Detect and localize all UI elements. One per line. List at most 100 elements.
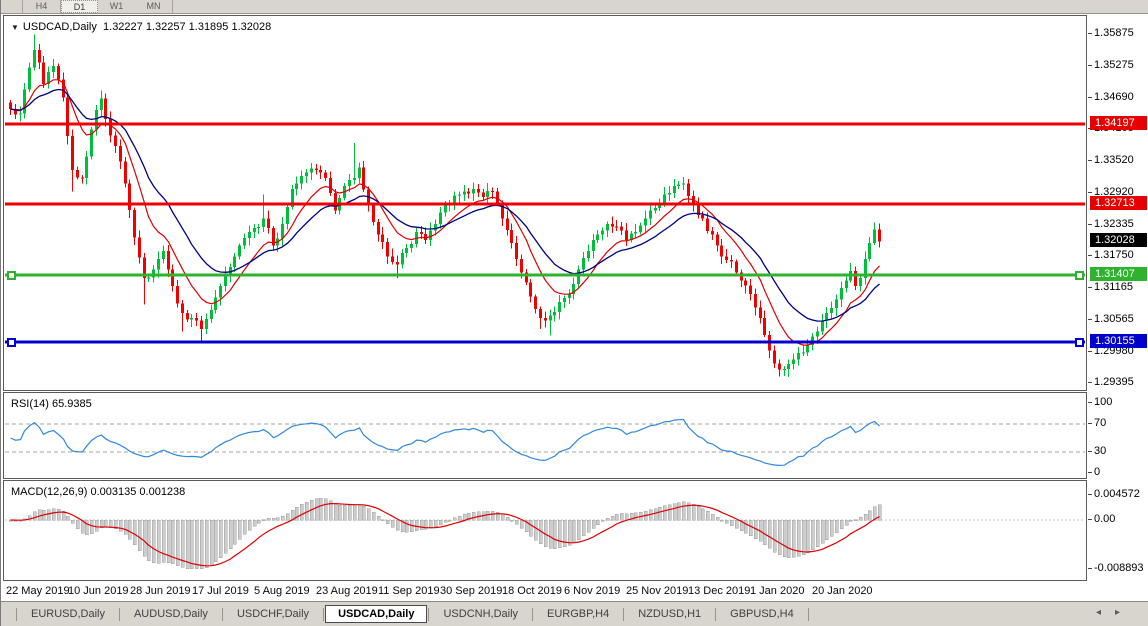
macd-histogram-bar bbox=[509, 519, 514, 522]
down-candle-body bbox=[176, 285, 179, 304]
up-candle-body bbox=[162, 250, 165, 260]
timeframe-tab-mn[interactable]: MN bbox=[146, 1, 161, 11]
up-candle-body bbox=[806, 345, 809, 353]
macd-histogram-bar bbox=[318, 498, 323, 521]
macd-histogram-bar bbox=[247, 519, 252, 531]
macd-chart-canvas[interactable] bbox=[4, 481, 1086, 580]
up-candle-body bbox=[873, 229, 876, 243]
up-candle-body bbox=[243, 237, 246, 246]
rsi-chart-canvas[interactable] bbox=[4, 393, 1086, 478]
symbol-tab-audusd[interactable]: AUDUSD,Daily bbox=[133, 608, 208, 620]
date-label: 20 Jan 2020 bbox=[812, 585, 873, 597]
symbol-tab-divider bbox=[715, 607, 717, 621]
up-candle-body bbox=[859, 277, 862, 286]
up-candle-body bbox=[825, 312, 828, 321]
symbol-tab-eurgbp[interactable]: EURGBP,H4 bbox=[547, 608, 610, 620]
macd-histogram-bar bbox=[175, 519, 180, 566]
macd-histogram-bar bbox=[390, 519, 395, 528]
price-chart-panel[interactable]: ▼ USDCAD,Daily 1.32227 1.32257 1.31895 1.… bbox=[3, 15, 1087, 391]
down-candle-body bbox=[716, 234, 719, 246]
up-candle-body bbox=[682, 183, 685, 185]
macd-histogram-bar bbox=[146, 519, 151, 561]
down-candle-body bbox=[720, 245, 723, 257]
macd-histogram-bar bbox=[581, 519, 586, 537]
chart-ohlc-quote: 1.32227 1.32257 1.31895 1.32028 bbox=[103, 21, 272, 33]
collapse-triangle-icon[interactable]: ▼ bbox=[11, 23, 19, 32]
macd-histogram-bar bbox=[275, 517, 280, 521]
macd-histogram-bar bbox=[619, 513, 624, 521]
symbol-tab-usdchf[interactable]: USDCHF,Daily bbox=[236, 608, 310, 620]
up-candle-body bbox=[444, 205, 447, 213]
macd-histogram-bar bbox=[662, 505, 667, 521]
price-axis-label: 1.34690 bbox=[1094, 91, 1134, 103]
macd-histogram-bar bbox=[61, 511, 66, 521]
macd-histogram-bar bbox=[724, 519, 729, 524]
candlestick-chart-canvas[interactable] bbox=[4, 16, 1086, 390]
macd-histogram-bar bbox=[261, 519, 266, 522]
down-candle-body bbox=[744, 280, 747, 286]
up-candle-body bbox=[568, 293, 571, 299]
macd-histogram-bar bbox=[839, 519, 844, 530]
up-candle-body bbox=[358, 167, 361, 179]
up-candle-body bbox=[248, 232, 251, 238]
macd-histogram-bar bbox=[170, 519, 175, 564]
macd-histogram-bar bbox=[567, 519, 572, 546]
up-candle-body bbox=[802, 352, 805, 354]
macd-histogram-bar bbox=[805, 519, 810, 553]
macd-indicator-panel[interactable]: MACD(12,26,9) 0.003135 0.001238 bbox=[3, 480, 1087, 581]
down-candle-body bbox=[315, 168, 318, 171]
macd-histogram-bar bbox=[51, 508, 56, 521]
macd-axis-label: 0.004572 bbox=[1094, 488, 1140, 500]
up-candle-body bbox=[792, 359, 795, 365]
macd-histogram-bar bbox=[676, 502, 681, 521]
macd-histogram-bar bbox=[252, 519, 257, 527]
axis-tick-mark bbox=[1088, 451, 1092, 452]
macd-axis-label: -0.008893 bbox=[1094, 562, 1144, 574]
macd-histogram-bar bbox=[605, 517, 610, 521]
macd-histogram-bar bbox=[772, 519, 777, 553]
up-candle-body bbox=[816, 331, 819, 337]
up-candle-body bbox=[458, 194, 461, 196]
macd-histogram-bar bbox=[433, 519, 438, 528]
down-candle-body bbox=[515, 242, 518, 260]
down-candle-body bbox=[763, 318, 766, 336]
axis-tick-mark bbox=[1088, 192, 1092, 193]
timeframe-tab-w1[interactable]: W1 bbox=[109, 1, 124, 11]
date-axis: 22 May 2019 10 Jun 2019 28 Jun 2019 17 Jul … bbox=[3, 582, 1087, 601]
tab-scroll-left-icon[interactable]: ◂ bbox=[1095, 607, 1115, 618]
symbol-tab-divider bbox=[323, 607, 325, 621]
macd-histogram-bar bbox=[156, 519, 161, 564]
symbol-tab-usdcad[interactable]: USDCAD,Daily bbox=[325, 605, 428, 623]
timeframe-tab-d1[interactable]: D1 bbox=[61, 0, 98, 13]
rsi-indicator-panel[interactable]: RSI(14) 65.9385 bbox=[3, 392, 1087, 479]
price-axis-label: 1.33520 bbox=[1094, 154, 1134, 166]
date-label: 1 Jan 2020 bbox=[750, 585, 805, 597]
macd-histogram-bar bbox=[428, 519, 433, 529]
up-candle-body bbox=[147, 277, 150, 279]
symbol-tab-usdcnh[interactable]: USDCNH,Daily bbox=[443, 608, 519, 620]
date-label: 10 Jun 2019 bbox=[68, 585, 129, 597]
tab-scroll-right-icon[interactable]: ▸ bbox=[1114, 607, 1134, 618]
symbol-tab-divider bbox=[221, 607, 223, 621]
up-candle-body bbox=[601, 230, 604, 235]
tab-scroll-arrows: ◂▸ bbox=[1096, 607, 1134, 618]
macd-histogram-bar bbox=[161, 519, 166, 563]
macd-histogram-bar bbox=[419, 519, 424, 531]
symbol-tab-gbpusd[interactable]: GBPUSD,H4 bbox=[730, 608, 794, 620]
macd-histogram-bar bbox=[108, 519, 113, 528]
up-candle-body bbox=[291, 188, 294, 208]
up-candle-body bbox=[572, 283, 575, 294]
symbol-tab-eurusd[interactable]: EURUSD,Daily bbox=[31, 608, 105, 620]
macd-histogram-bar bbox=[99, 519, 104, 529]
timeframe-bar-divider bbox=[172, 0, 173, 13]
up-candle-body bbox=[463, 191, 466, 195]
timeframe-tab-h4[interactable]: H4 bbox=[35, 1, 48, 11]
macd-histogram-bar bbox=[438, 519, 443, 525]
symbol-tab-nzdusd[interactable]: NZDUSD,H1 bbox=[638, 608, 702, 620]
up-candle-body bbox=[553, 311, 556, 316]
axis-tick-mark bbox=[1088, 382, 1092, 383]
macd-histogram-bar bbox=[863, 514, 868, 521]
down-candle-body bbox=[377, 221, 380, 235]
down-candle-body bbox=[272, 228, 275, 246]
up-candle-body bbox=[587, 250, 590, 258]
